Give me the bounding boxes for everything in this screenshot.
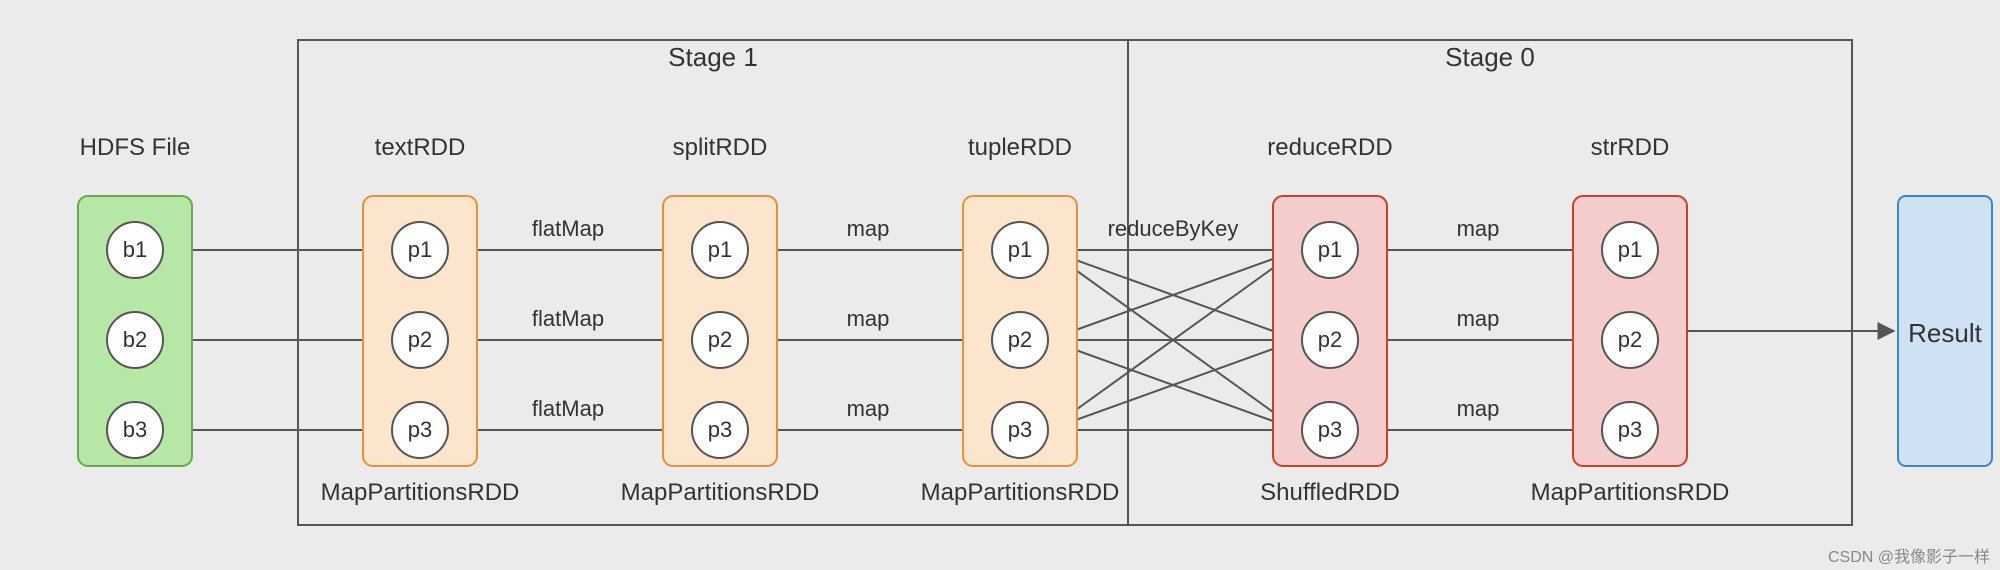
watermark: CSDN @我像影子一样 <box>1828 548 1990 566</box>
rdd-subtype-reduce: ShuffledRDD <box>1260 479 1400 506</box>
stage1-title: Stage 1 <box>668 42 758 72</box>
column-reduce: reduceRDD p1 p2 p3 ShuffledRDD <box>1260 134 1400 506</box>
partition-label: p1 <box>1618 237 1642 262</box>
column-title-hdfs: HDFS File <box>80 134 191 161</box>
edge-label-text_to_split-1: flatMap <box>532 306 604 331</box>
rdd-subtype-text: MapPartitionsRDD <box>321 479 520 506</box>
edge-label-tuple_to_reduce: reduceByKey <box>1108 216 1239 241</box>
edge-label-reduce_to_str-0: map <box>1457 216 1500 241</box>
column-split: splitRDD p1 p2 p3 MapPartitionsRDD <box>621 134 820 506</box>
partition-label: p2 <box>1618 327 1642 352</box>
column-title-tuple: tupleRDD <box>968 134 1072 161</box>
edge-label-split_to_tuple-0: map <box>847 216 890 241</box>
column-str: strRDD p1 p2 p3 MapPartitionsRDD <box>1531 134 1730 506</box>
result-label: Result <box>1908 318 1982 348</box>
rdd-subtype-tuple: MapPartitionsRDD <box>921 479 1120 506</box>
partition-label: p3 <box>1318 417 1342 442</box>
column-title-str: strRDD <box>1591 134 1670 161</box>
partition-label: p3 <box>1618 417 1642 442</box>
column-hdfs: HDFS File b1 b2 b3 <box>78 134 192 466</box>
partition-label: p1 <box>1318 237 1342 262</box>
column-title-reduce: reduceRDD <box>1267 134 1392 161</box>
partition-label: p2 <box>1008 327 1032 352</box>
partition-label: p1 <box>408 237 432 262</box>
edge-label-text_to_split-0: flatMap <box>532 216 604 241</box>
partition-label: p1 <box>708 237 732 262</box>
partition-label: p3 <box>408 417 432 442</box>
rdd-subtype-split: MapPartitionsRDD <box>621 479 820 506</box>
stage0-box <box>1128 40 1852 525</box>
partition-label: p3 <box>708 417 732 442</box>
column-title-split: splitRDD <box>673 134 768 161</box>
result-group: Result <box>1687 196 1992 466</box>
edge-label-split_to_tuple-2: map <box>847 396 890 421</box>
partition-label: p2 <box>708 327 732 352</box>
stage0-title: Stage 0 <box>1445 42 1535 72</box>
column-tuple: tupleRDD p1 p2 p3 MapPartitionsRDD <box>921 134 1120 506</box>
rdd-subtype-str: MapPartitionsRDD <box>1531 479 1730 506</box>
edge-label-split_to_tuple-1: map <box>847 306 890 331</box>
partition-label: b2 <box>123 327 147 352</box>
partition-label: b3 <box>123 417 147 442</box>
partition-label: p3 <box>1008 417 1032 442</box>
partition-label: b1 <box>123 237 147 262</box>
partition-label: p2 <box>1318 327 1342 352</box>
partition-label: p1 <box>1008 237 1032 262</box>
column-title-text: textRDD <box>375 134 466 161</box>
partition-label: p2 <box>408 327 432 352</box>
edge-label-text_to_split-2: flatMap <box>532 396 604 421</box>
edge-label-reduce_to_str-1: map <box>1457 306 1500 331</box>
column-text: textRDD p1 p2 p3 MapPartitionsRDD <box>321 134 520 506</box>
edge-label-reduce_to_str-2: map <box>1457 396 1500 421</box>
